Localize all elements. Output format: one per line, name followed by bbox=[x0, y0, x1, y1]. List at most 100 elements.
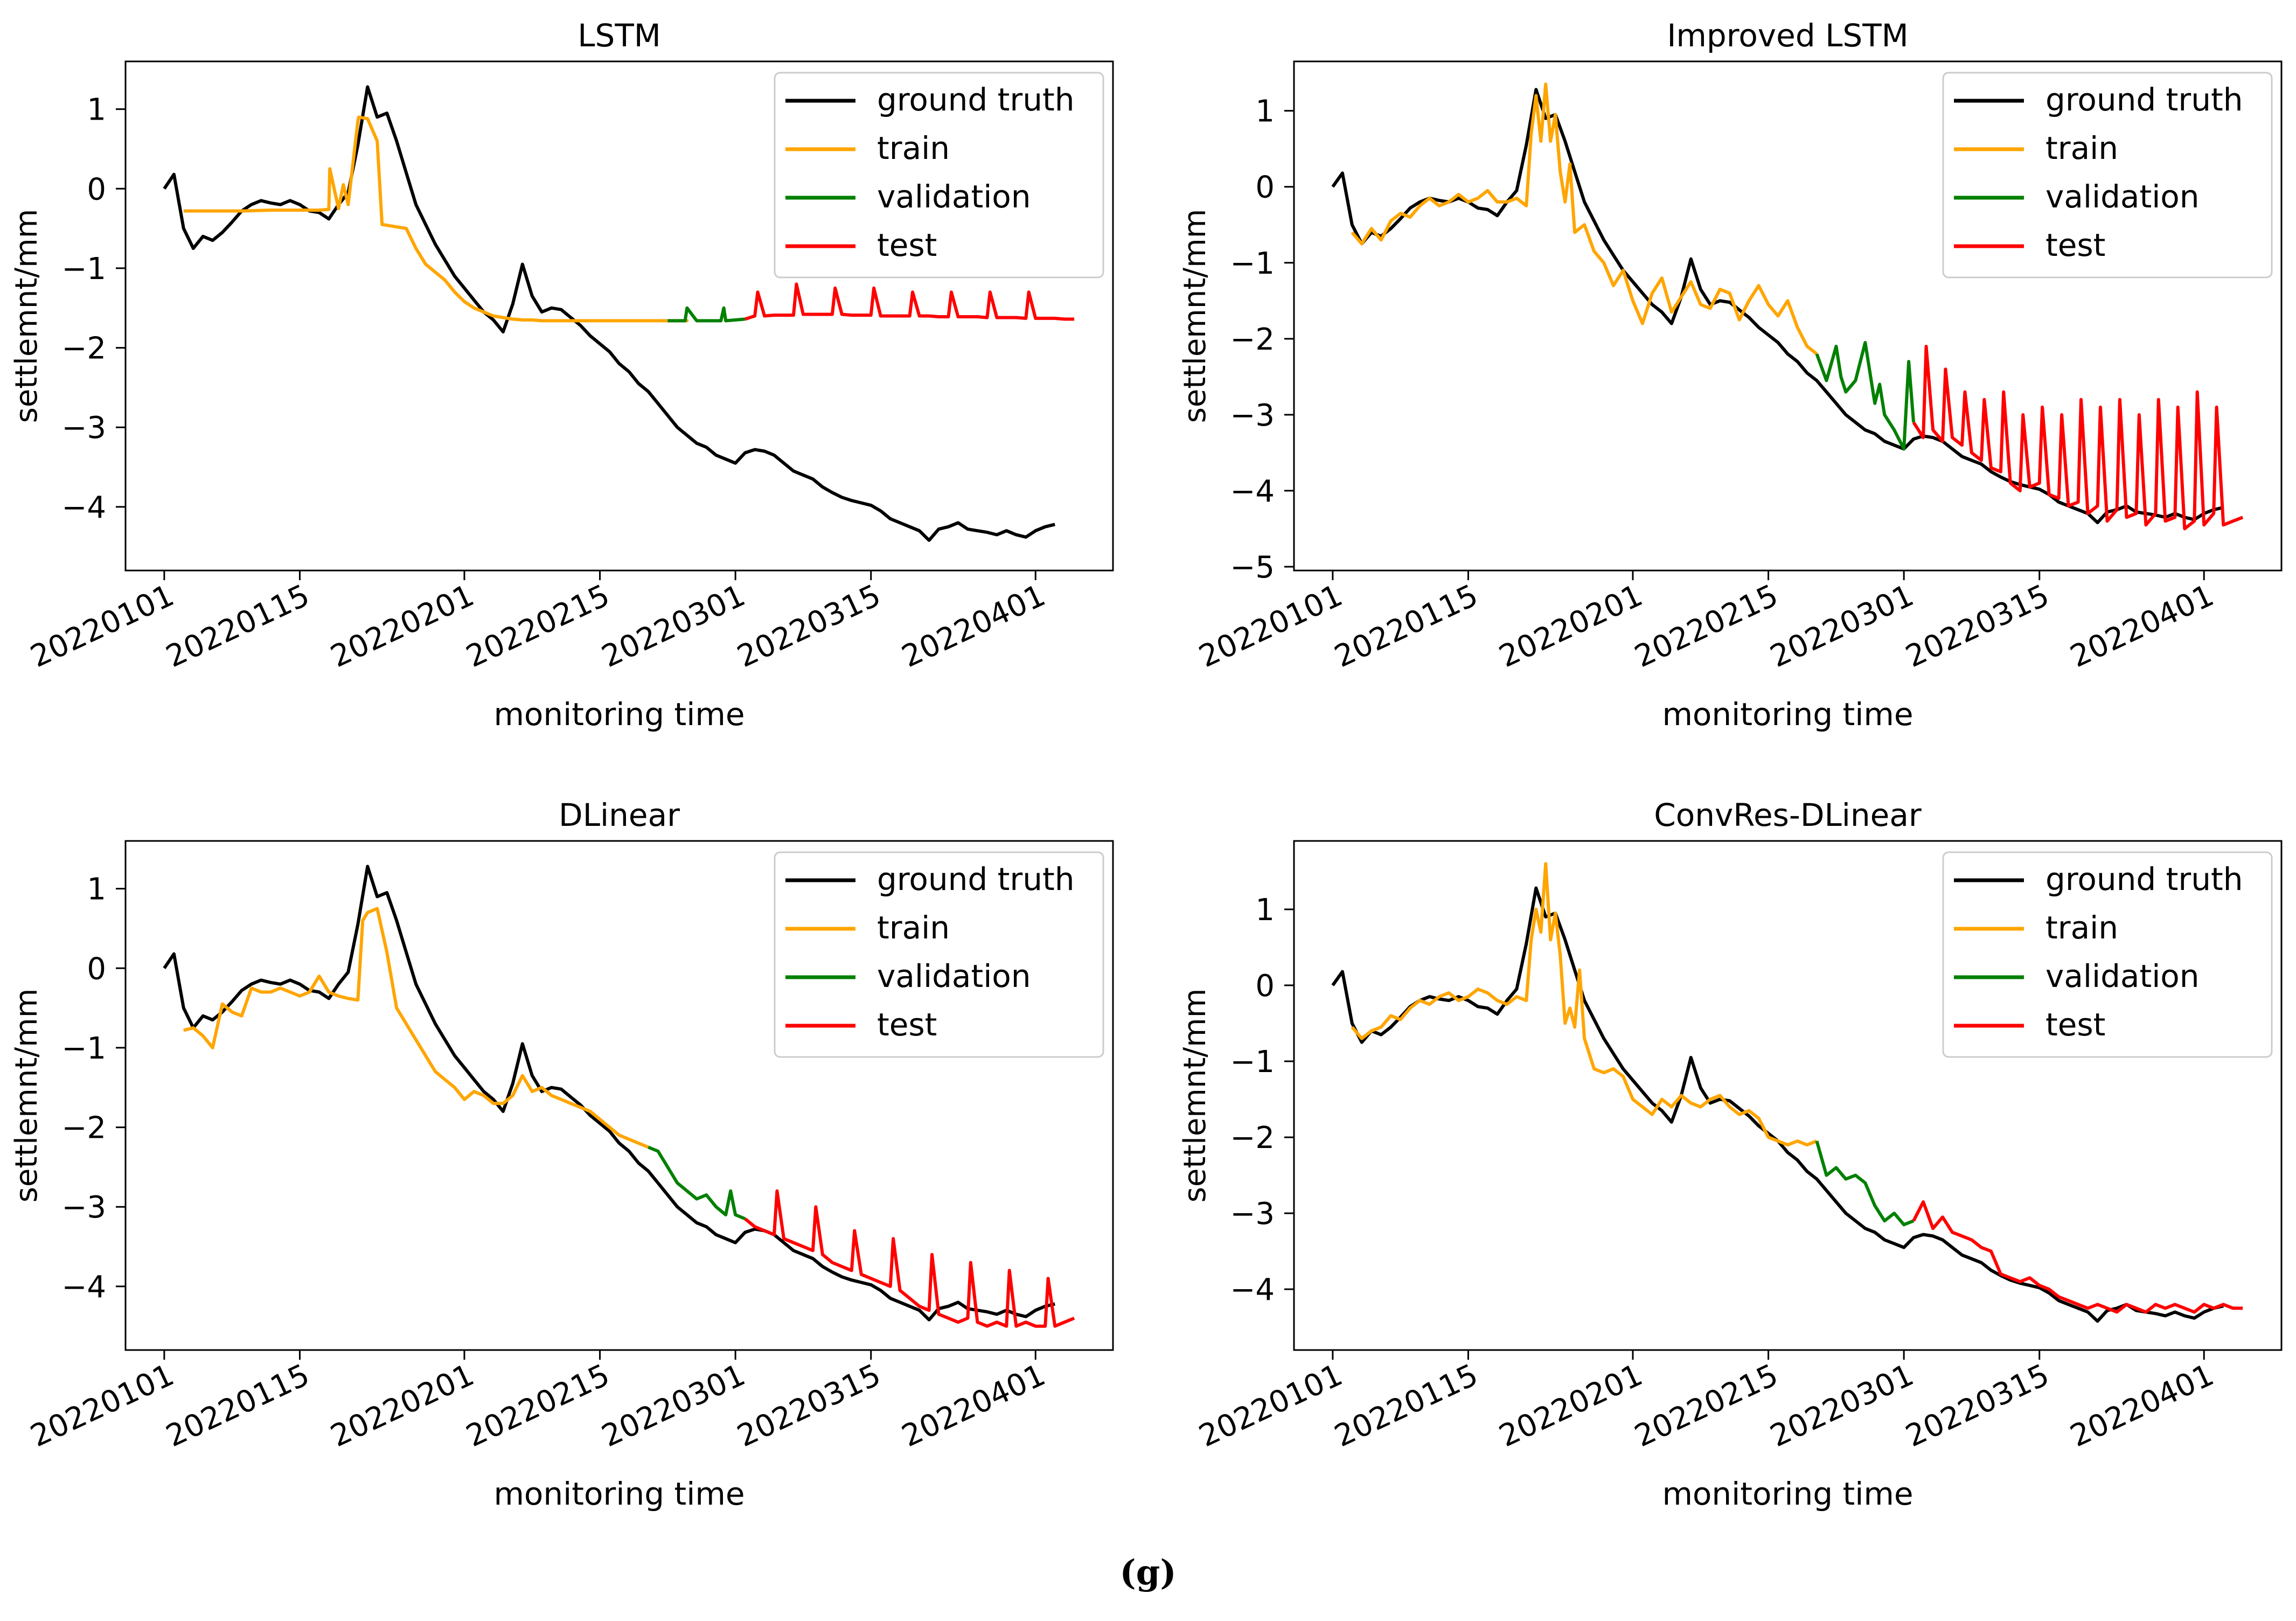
y-tick-label: −3 bbox=[1230, 398, 1275, 433]
chart-title: ConvRes-DLinear bbox=[1654, 797, 1922, 833]
legend-label-test: test bbox=[877, 227, 937, 263]
legend-box bbox=[774, 851, 1104, 1058]
legend-label-validation: validation bbox=[877, 958, 1031, 994]
x-tick-label: 20220315 bbox=[732, 578, 886, 674]
chart-title: Improved LSTM bbox=[1667, 17, 1908, 54]
y-tick-label: −2 bbox=[1230, 322, 1275, 357]
x-tick-label: 20220401 bbox=[896, 578, 1050, 674]
y-tick-label: 0 bbox=[1255, 170, 1275, 205]
x-tick-label: 20220101 bbox=[25, 578, 179, 674]
x-tick-label: 20220301 bbox=[596, 578, 750, 674]
legend-label-validation: validation bbox=[2045, 178, 2200, 215]
y-tick-label: −4 bbox=[61, 1270, 106, 1305]
y-tick-label: 1 bbox=[87, 93, 106, 128]
legend-label-validation: validation bbox=[2045, 958, 2200, 994]
legend-box bbox=[1942, 72, 2273, 279]
y-tick-label: 0 bbox=[1255, 969, 1275, 1004]
x-tick-label: 20220115 bbox=[161, 1358, 315, 1454]
series-line-test bbox=[745, 282, 1075, 321]
plot-frame bbox=[124, 840, 1114, 1351]
legend-label-train: train bbox=[2045, 909, 2118, 946]
y-axis-label: settlemnt/mm bbox=[1178, 209, 1213, 423]
legend-label-ground-truth: ground truth bbox=[2045, 81, 2243, 118]
legend: ground truth train validation test bbox=[1942, 851, 2273, 1058]
x-tick-label: 20220201 bbox=[325, 578, 479, 674]
y-tick-label: −4 bbox=[1230, 474, 1275, 509]
chart-title: DLinear bbox=[559, 797, 680, 833]
legend-label-test: test bbox=[877, 1006, 937, 1043]
y-tick-label: −1 bbox=[61, 1031, 106, 1066]
chart-title: LSTM bbox=[578, 17, 661, 54]
x-tick-label: 20220215 bbox=[461, 1358, 615, 1454]
series-line-train bbox=[1351, 82, 1818, 356]
y-tick-label: −3 bbox=[1230, 1196, 1275, 1232]
y-tick-label: −3 bbox=[61, 411, 106, 446]
x-tick-label: 20220101 bbox=[25, 1358, 179, 1454]
plot-frame bbox=[1293, 840, 2283, 1351]
y-tick-label: −2 bbox=[61, 331, 106, 366]
x-tick-label: 20220115 bbox=[161, 578, 315, 674]
legend-label-train: train bbox=[2045, 130, 2118, 166]
series-line-train bbox=[183, 115, 689, 323]
y-tick-label: −5 bbox=[1230, 550, 1275, 585]
y-tick-label: −2 bbox=[61, 1111, 106, 1146]
x-axis-label: monitoring time bbox=[493, 1476, 745, 1512]
y-tick-label: −1 bbox=[1230, 246, 1275, 281]
legend-label-test: test bbox=[2045, 1006, 2105, 1043]
legend-box bbox=[1942, 851, 2273, 1058]
plot-frame bbox=[1293, 60, 2283, 572]
x-tick-label: 20220401 bbox=[2065, 578, 2219, 674]
y-tick-label: 1 bbox=[1255, 893, 1275, 928]
x-tick-label: 20220201 bbox=[325, 1358, 479, 1454]
x-tick-label: 20220101 bbox=[1194, 1358, 1348, 1454]
series-line-test bbox=[1912, 1200, 2243, 1314]
x-tick-label: 20220215 bbox=[1630, 1358, 1784, 1454]
x-tick-label: 20220315 bbox=[1901, 1358, 2055, 1454]
series-line-test bbox=[744, 1189, 1075, 1328]
y-tick-label: −1 bbox=[1230, 1045, 1275, 1080]
y-tick-label: −2 bbox=[1230, 1121, 1275, 1156]
x-tick-label: 20220201 bbox=[1494, 1358, 1648, 1454]
x-tick-label: 20220115 bbox=[1330, 1358, 1484, 1454]
x-tick-label: 20220315 bbox=[1901, 578, 2055, 674]
x-tick-label: 20220201 bbox=[1494, 578, 1648, 674]
x-tick-label: 20220301 bbox=[596, 1358, 750, 1454]
series-line-test bbox=[1912, 344, 2244, 531]
series-line-train bbox=[1351, 862, 1818, 1147]
legend-label-train: train bbox=[877, 909, 950, 946]
legend: ground truth train validation test bbox=[1942, 72, 2273, 279]
series-line-train bbox=[183, 907, 649, 1149]
legend-label-train: train bbox=[877, 130, 950, 166]
figure-caption: (g) bbox=[1119, 1553, 1177, 1593]
x-tick-label: 20220115 bbox=[1330, 578, 1484, 674]
series-line-validation bbox=[648, 1145, 746, 1221]
series-line-validation bbox=[667, 306, 746, 323]
x-tick-label: 20220215 bbox=[1630, 578, 1784, 674]
y-tick-label: −4 bbox=[61, 490, 106, 525]
y-tick-label: −1 bbox=[61, 252, 106, 287]
y-tick-label: 1 bbox=[87, 872, 106, 907]
x-axis-label: monitoring time bbox=[1662, 1476, 1913, 1512]
legend-label-ground-truth: ground truth bbox=[2045, 861, 2243, 898]
x-tick-label: 20220215 bbox=[461, 578, 615, 674]
series-line-ground-truth bbox=[163, 865, 1055, 1321]
legend-box bbox=[774, 72, 1104, 279]
legend: ground truth train validation test bbox=[774, 72, 1104, 279]
y-tick-label: 1 bbox=[1255, 94, 1275, 129]
series-line-validation bbox=[1815, 340, 1916, 451]
x-tick-label: 20220401 bbox=[896, 1358, 1050, 1454]
series-line-validation bbox=[1815, 1140, 1915, 1227]
x-tick-label: 20220401 bbox=[2065, 1358, 2219, 1454]
y-axis-label: settlemnt/mm bbox=[1178, 989, 1213, 1203]
plot-frame bbox=[124, 60, 1114, 572]
y-tick-label: −4 bbox=[1230, 1272, 1275, 1307]
x-axis-label: monitoring time bbox=[493, 696, 745, 733]
y-tick-label: 0 bbox=[87, 951, 106, 986]
legend-label-validation: validation bbox=[877, 178, 1031, 215]
x-tick-label: 20220315 bbox=[732, 1358, 886, 1454]
y-tick-label: 0 bbox=[87, 172, 106, 207]
x-tick-label: 20220301 bbox=[1765, 578, 1919, 674]
